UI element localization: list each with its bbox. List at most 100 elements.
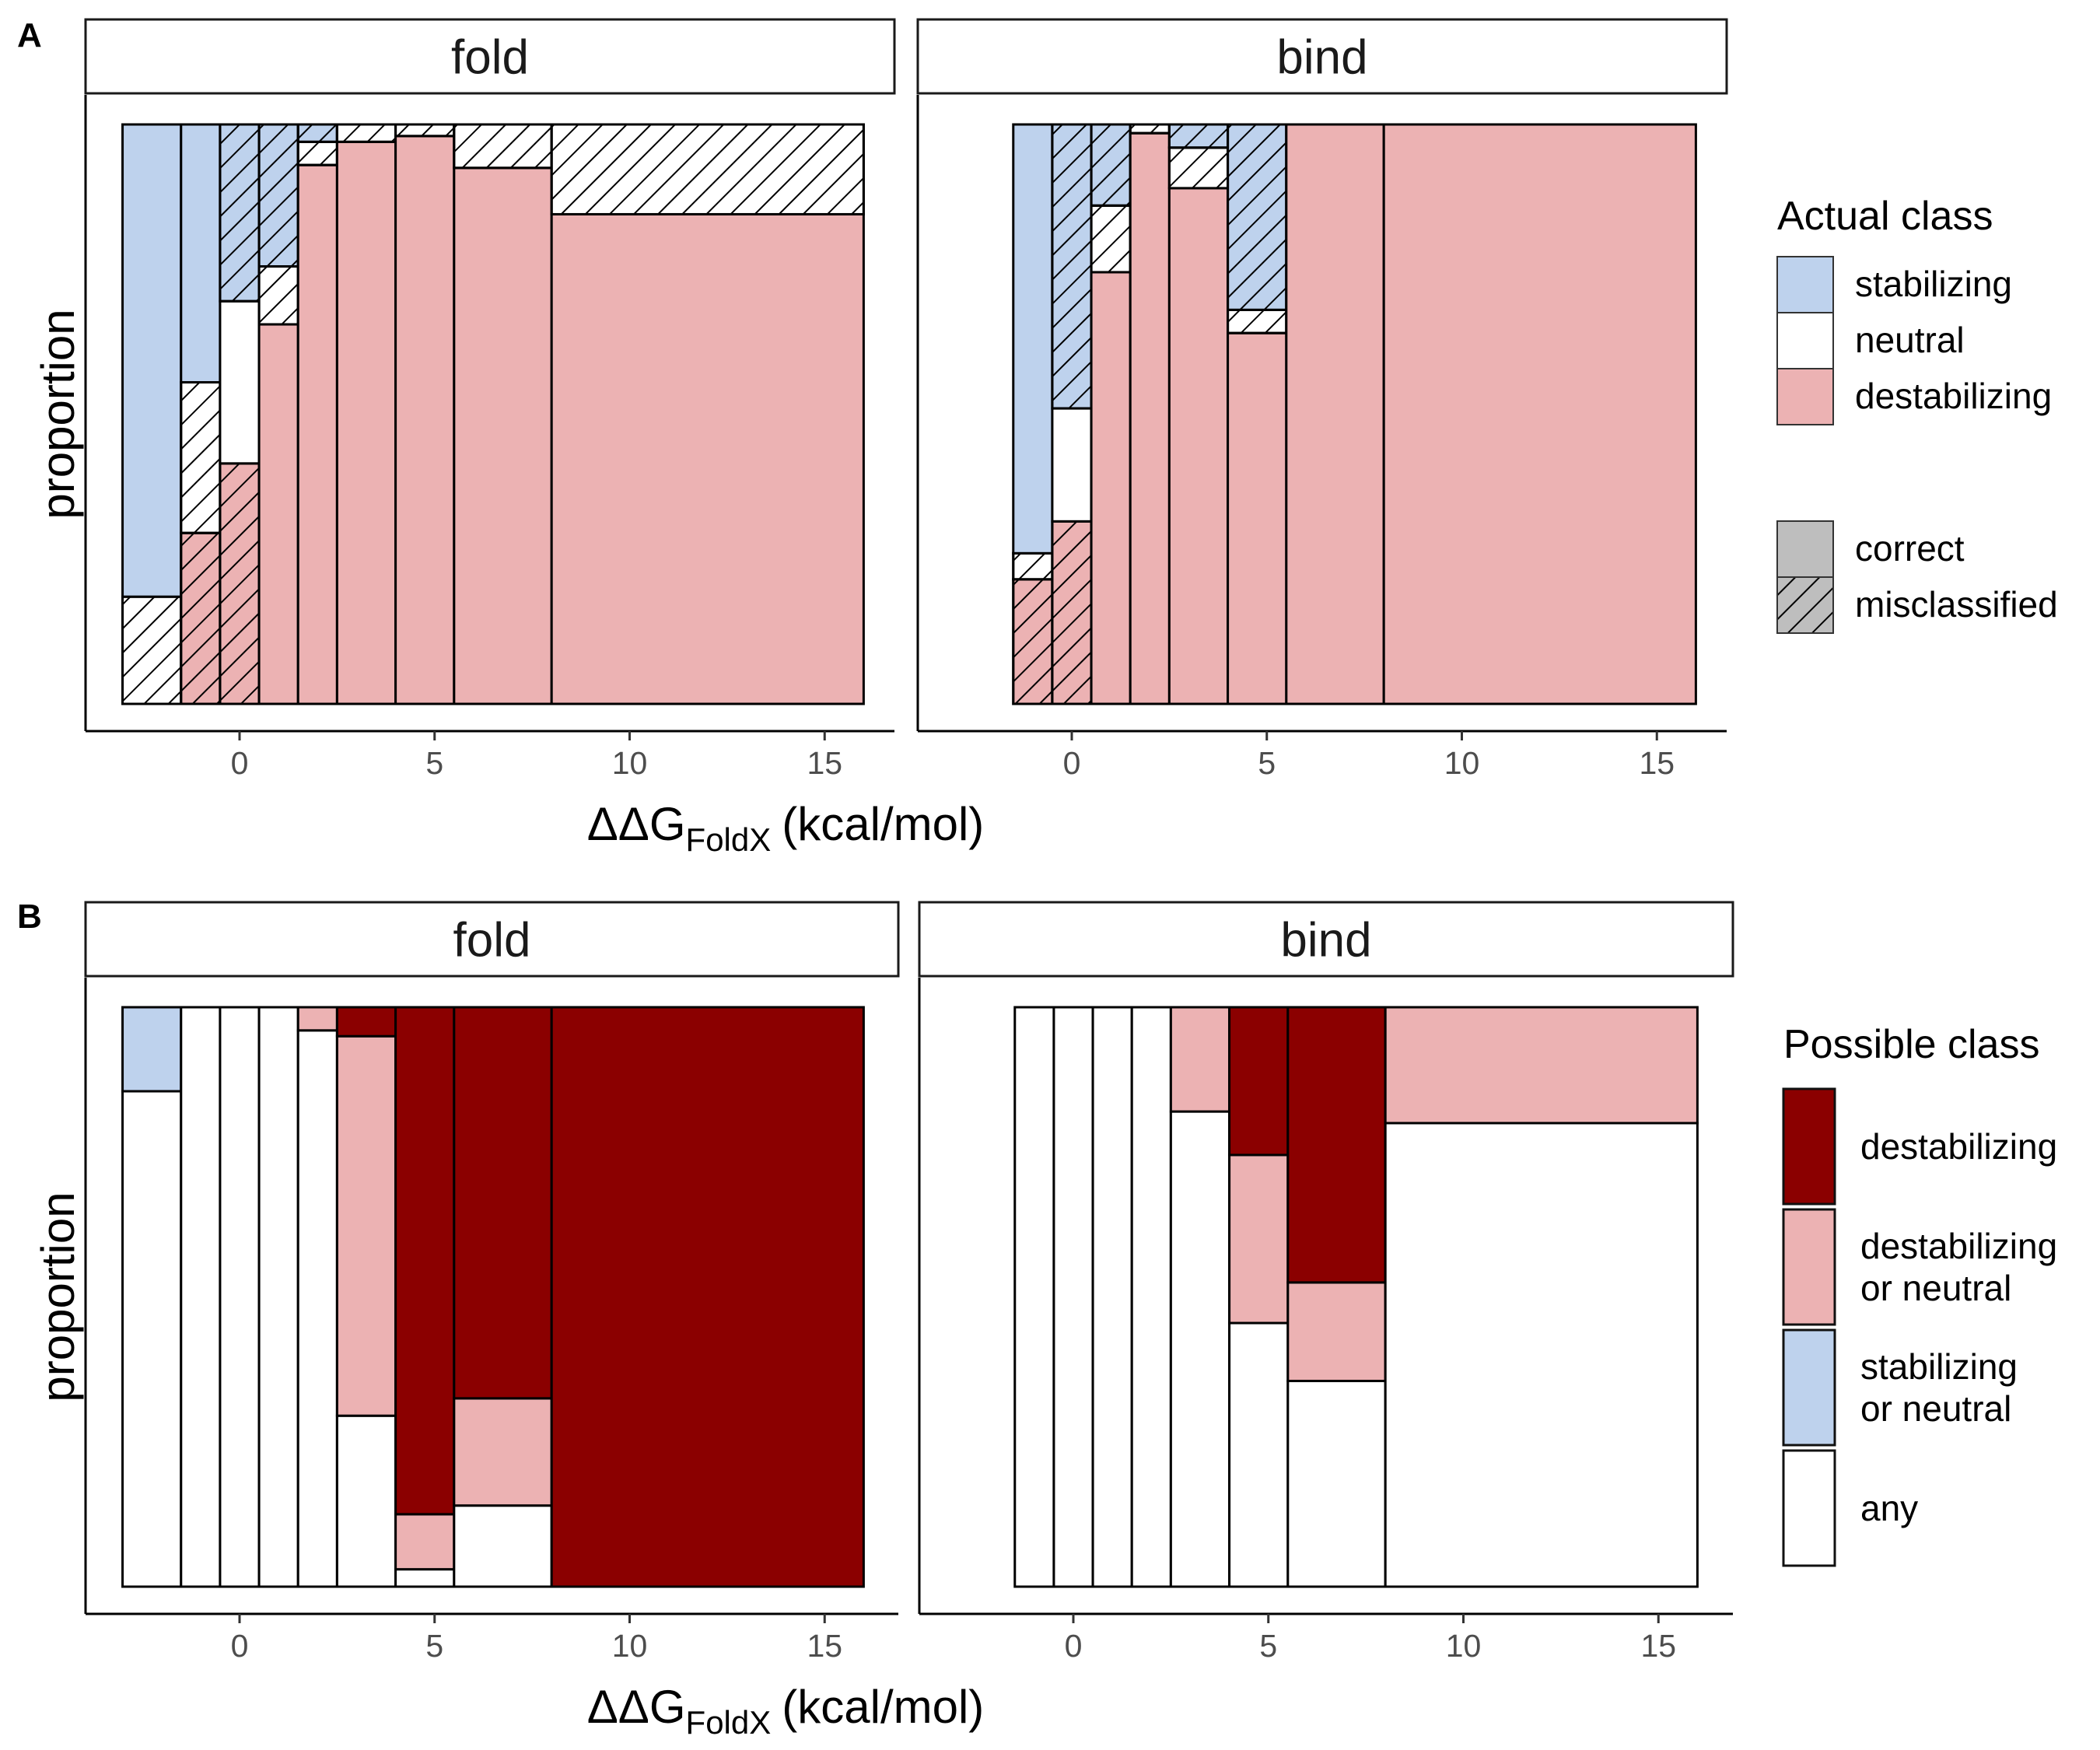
x-tick-label: 0 — [231, 1628, 249, 1664]
mosaic-cell-bind-5-any — [1228, 1321, 1290, 1588]
mosaic-cell-bind-3-destabilizing — [1129, 131, 1171, 705]
mosaic-hatch-fold-0-neutral — [121, 595, 183, 705]
mosaic-hatch-bind-5-neutral — [1227, 308, 1288, 334]
mosaic-hatch-fold-1-neutral — [180, 381, 222, 534]
mosaic-cell-bind-4-any — [1169, 1110, 1231, 1588]
mosaic-cell-bind-1-neutral — [1051, 407, 1093, 523]
mosaic-cell-fold-1-stabilizing — [180, 123, 222, 384]
mosaic-cell-bind-1-any — [1052, 1006, 1094, 1588]
mosaic-hatch-fold-4-neutral — [296, 140, 338, 166]
legend-label-any: any — [1860, 1488, 1918, 1528]
legend-key-stabilizing — [1776, 256, 1834, 313]
mosaic-cell-fold-5-any — [335, 1414, 397, 1588]
x-tick-label: 15 — [1639, 745, 1675, 781]
mosaic-cell-fold-8-destab — [550, 1006, 865, 1588]
strip-box — [84, 18, 896, 95]
x-axis-label: ΔΔGFoldX (kcal/mol) — [587, 798, 985, 858]
mosaic-cell-fold-6-destabilizing — [394, 135, 456, 705]
x-axis-label-main: ΔΔG — [587, 798, 686, 850]
strip-box — [916, 18, 1728, 95]
x-tick-label: 10 — [1444, 745, 1480, 781]
mosaic-cell-fold-7-any — [453, 1504, 553, 1588]
strip-box — [84, 901, 900, 978]
mosaic-hatch-fold-2-stabilizing — [219, 123, 261, 303]
mosaic-hatch-fold-8-neutral — [550, 123, 865, 215]
mosaic-cell-fold-6-destab — [394, 1006, 456, 1516]
mosaic-cell-fold-5-destabilizing — [335, 140, 397, 705]
mosaic-hatch-bind-1-destabilizing — [1051, 520, 1093, 705]
legend-title: Possible class — [1783, 1022, 2039, 1067]
mosaic-cell-fold-7-destabilizing — [453, 166, 553, 705]
x-tick-label: 0 — [1063, 745, 1081, 781]
mosaic-hatch-bind-4-neutral — [1167, 146, 1230, 190]
mosaic-cell-bind-6-destabilizing — [1285, 123, 1385, 705]
panel-bind: bind 0 5 10 15 — [916, 18, 1728, 781]
mosaic-cell-bind-7-any — [1384, 1122, 1699, 1588]
strip-label-fold: fold — [451, 31, 529, 85]
mosaic-cell-fold-5-destab — [335, 1006, 397, 1038]
mosaic-hatch-fold-6-neutral — [394, 123, 456, 138]
x-axis-label-sub: FoldX — [686, 1704, 772, 1741]
strip-label-fold: fold — [453, 914, 531, 968]
mosaic-cell-bind-5-destab_or_neutral — [1228, 1153, 1290, 1325]
mosaic-cell-bind-4-destabilizing — [1167, 187, 1230, 705]
legend-key-pattern — [1776, 520, 1834, 578]
x-tick-label: 5 — [425, 1628, 443, 1664]
legend-key-stab_or_neutral — [1782, 1328, 1836, 1447]
legend-b: Possible class destabilizing destabilizing… — [1782, 1022, 2057, 1567]
x-tick-label: 10 — [1446, 1628, 1482, 1664]
mosaic-cell-fold-6-destab_or_neutral — [394, 1513, 456, 1571]
mosaic-cell-bind-4-destab_or_neutral — [1169, 1006, 1231, 1113]
mosaic-cell-bind-6-any — [1286, 1380, 1387, 1588]
mosaic-cell-fold-4-destabilizing — [296, 163, 338, 705]
mosaic-hatch-bind-3-neutral — [1129, 123, 1171, 135]
legend-key-neutral — [1776, 312, 1834, 369]
mosaic-hatch-fold-5-neutral — [335, 123, 397, 143]
mosaic-cell-bind-2-destabilizing — [1090, 271, 1132, 705]
legend-key-destab — [1782, 1087, 1836, 1206]
y-axis-label: proportion — [32, 1192, 84, 1402]
mosaic-cell-fold-7-destab_or_neutral — [453, 1397, 553, 1507]
x-tick-label: 5 — [425, 745, 443, 781]
mosaic-hatch-fold-3-neutral — [257, 265, 299, 326]
mosaic-cell-fold-8-destabilizing — [550, 212, 865, 705]
mosaic-cell-fold-3-destabilizing — [257, 323, 299, 705]
mosaic-cell-fold-0-stabilizing — [121, 123, 183, 598]
mosaic-cell-fold-4-any — [296, 1029, 338, 1588]
mosaic-cell-bind-2-any — [1091, 1006, 1133, 1588]
x-tick-label: 5 — [1259, 1628, 1277, 1664]
x-tick-label: 0 — [1065, 1628, 1083, 1664]
strip-box — [918, 901, 1734, 978]
y-axis-label: proportion — [32, 309, 84, 519]
mosaic-cell-fold-6-any — [394, 1568, 456, 1588]
legend-a: Actual class stabilizing neutral destabiliz… — [1776, 194, 2058, 634]
mosaic-cell-bind-5-destabilizing — [1227, 331, 1288, 705]
legend-label-stabilizing: stabilizing — [1855, 264, 2012, 304]
x-axis-label-main: ΔΔG — [587, 1681, 686, 1733]
mosaic-cell-fold-1-any — [180, 1006, 222, 1588]
mosaic-hatch-bind-2-neutral — [1090, 204, 1132, 274]
legend-label-destabilizing: destabilizing — [1855, 376, 2052, 416]
mosaic-hatch-bind-4-stabilizing — [1167, 123, 1230, 149]
panel-fold: fold 0 5 10 15 — [84, 18, 896, 781]
legend-label-destab: destabilizing — [1860, 1126, 2057, 1167]
mosaic-hatch-fold-4-stabilizing — [296, 123, 338, 143]
legend-label-stab_or_neutral: stabilizing — [1860, 1346, 2018, 1387]
x-tick-label: 0 — [231, 745, 249, 781]
mosaic-cell-fold-7-destab — [453, 1006, 553, 1400]
strip-label-bind: bind — [1276, 31, 1367, 85]
x-tick-label: 15 — [1640, 1628, 1676, 1664]
mosaic-hatch-bind-0-destabilizing — [1012, 578, 1054, 705]
strip-label-bind: bind — [1280, 914, 1371, 968]
mosaic-cell-bind-0-stabilizing — [1012, 123, 1054, 555]
legend-label-destab_or_neutral: destabilizing — [1860, 1226, 2057, 1266]
mosaic-hatch-fold-2-destabilizing — [219, 462, 261, 705]
x-tick-label: 15 — [807, 1628, 842, 1664]
mosaic-cell-fold-2-any — [219, 1006, 261, 1588]
legend-key-hatch — [1776, 576, 1834, 634]
mosaic-cell-fold-0-any — [121, 1090, 183, 1588]
legend-label-neutral: neutral — [1855, 320, 1965, 360]
